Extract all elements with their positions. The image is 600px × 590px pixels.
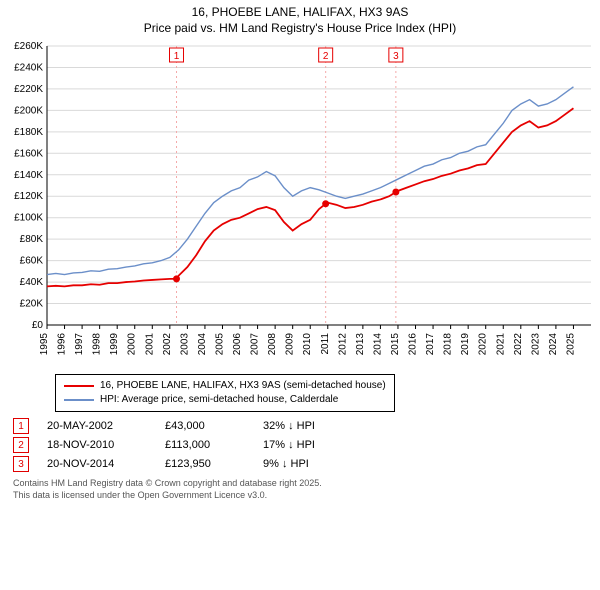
- chart-area: £0 £20K £40K £60K £80K £100K £120K £140K £160K £1…: [5, 40, 595, 370]
- event-row: 2 18-NOV-2010 £113,000 17% ↓ HPI: [13, 437, 595, 453]
- footer-line-2: This data is licensed under the Open Gov…: [13, 490, 595, 502]
- svg-text:1998: 1998: [92, 333, 103, 356]
- svg-text:2014: 2014: [372, 333, 383, 356]
- event-delta: 17% ↓ HPI: [263, 439, 363, 451]
- event-price: £43,000: [165, 420, 245, 432]
- svg-text:£160K: £160K: [14, 148, 43, 159]
- event-marker: 3: [13, 456, 29, 472]
- svg-text:£120K: £120K: [14, 191, 43, 202]
- svg-text:2009: 2009: [285, 333, 296, 356]
- footer-line-1: Contains HM Land Registry data © Crown c…: [13, 478, 595, 490]
- legend-label: 16, PHOEBE LANE, HALIFAX, HX3 9AS (semi-…: [100, 379, 386, 393]
- svg-text:2021: 2021: [495, 333, 506, 356]
- svg-text:£220K: £220K: [14, 84, 43, 95]
- title-line-1: 16, PHOEBE LANE, HALIFAX, HX3 9AS: [5, 5, 595, 21]
- svg-text:2025: 2025: [565, 333, 576, 356]
- svg-text:£60K: £60K: [20, 256, 44, 267]
- svg-text:1995: 1995: [39, 333, 50, 356]
- svg-text:2003: 2003: [179, 333, 190, 356]
- svg-text:2019: 2019: [460, 333, 471, 356]
- svg-text:2002: 2002: [162, 333, 173, 356]
- svg-text:2010: 2010: [302, 333, 313, 356]
- chart-title: 16, PHOEBE LANE, HALIFAX, HX3 9AS Price …: [5, 5, 595, 36]
- svg-text:£180K: £180K: [14, 127, 43, 138]
- event-marker: 2: [13, 437, 29, 453]
- price-chart: £0 £20K £40K £60K £80K £100K £120K £140K £160K £1…: [5, 40, 595, 370]
- event-price: £113,000: [165, 439, 245, 451]
- events-table: 1 20-MAY-2002 £43,000 32% ↓ HPI 2 18-NOV-2010…: [13, 418, 595, 472]
- svg-text:2006: 2006: [232, 333, 243, 356]
- svg-text:£40K: £40K: [20, 277, 44, 288]
- event-price: £123,950: [165, 458, 245, 470]
- event-marker: 1: [13, 418, 29, 434]
- svg-text:2: 2: [323, 51, 329, 62]
- svg-text:2022: 2022: [513, 333, 524, 356]
- svg-text:1: 1: [174, 51, 180, 62]
- legend-row: HPI: Average price, semi-detached house,…: [64, 393, 386, 407]
- svg-text:£200K: £200K: [14, 106, 43, 117]
- svg-text:2012: 2012: [337, 333, 348, 356]
- svg-text:£260K: £260K: [14, 41, 43, 52]
- svg-text:£100K: £100K: [14, 213, 43, 224]
- svg-text:3: 3: [393, 51, 399, 62]
- svg-text:2001: 2001: [144, 333, 155, 356]
- legend-label: HPI: Average price, semi-detached house,…: [100, 393, 338, 407]
- svg-text:2015: 2015: [390, 333, 401, 356]
- legend-row: 16, PHOEBE LANE, HALIFAX, HX3 9AS (semi-…: [64, 379, 386, 393]
- svg-text:1997: 1997: [74, 333, 85, 356]
- svg-text:2018: 2018: [443, 333, 454, 356]
- svg-text:2008: 2008: [267, 333, 278, 356]
- event-delta: 9% ↓ HPI: [263, 458, 363, 470]
- svg-text:£80K: £80K: [20, 234, 44, 245]
- svg-text:2000: 2000: [127, 333, 138, 356]
- event-row: 3 20-NOV-2014 £123,950 9% ↓ HPI: [13, 456, 595, 472]
- svg-text:£140K: £140K: [14, 170, 43, 181]
- svg-text:2013: 2013: [355, 333, 366, 356]
- svg-text:2004: 2004: [197, 333, 208, 356]
- svg-text:2007: 2007: [250, 333, 261, 356]
- svg-text:2023: 2023: [530, 333, 541, 356]
- event-date: 18-NOV-2010: [47, 439, 147, 451]
- event-date: 20-NOV-2014: [47, 458, 147, 470]
- svg-text:£0: £0: [32, 320, 44, 331]
- svg-text:1999: 1999: [109, 333, 120, 356]
- svg-text:2016: 2016: [408, 333, 419, 356]
- svg-text:£20K: £20K: [20, 299, 44, 310]
- legend-swatch: [64, 399, 94, 401]
- event-date: 20-MAY-2002: [47, 420, 147, 432]
- svg-text:2024: 2024: [548, 333, 559, 356]
- svg-text:£240K: £240K: [14, 63, 43, 74]
- legend-swatch: [64, 385, 94, 387]
- event-delta: 32% ↓ HPI: [263, 420, 363, 432]
- title-line-2: Price paid vs. HM Land Registry's House …: [5, 21, 595, 37]
- event-row: 1 20-MAY-2002 £43,000 32% ↓ HPI: [13, 418, 595, 434]
- svg-text:2005: 2005: [214, 333, 225, 356]
- svg-text:2017: 2017: [425, 333, 436, 356]
- footer-attribution: Contains HM Land Registry data © Crown c…: [13, 478, 595, 501]
- svg-text:2020: 2020: [478, 333, 489, 356]
- svg-text:2011: 2011: [320, 333, 331, 355]
- svg-text:1996: 1996: [57, 333, 68, 356]
- legend: 16, PHOEBE LANE, HALIFAX, HX3 9AS (semi-…: [55, 374, 395, 412]
